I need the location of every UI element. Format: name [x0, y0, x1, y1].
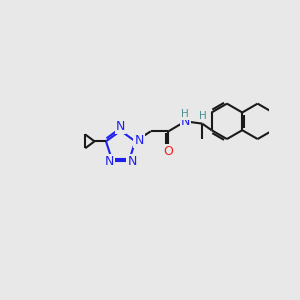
Text: O: O — [164, 145, 173, 158]
Text: N: N — [105, 155, 114, 168]
Text: N: N — [116, 120, 125, 134]
Text: N: N — [181, 115, 190, 128]
Text: N: N — [127, 155, 136, 168]
Text: N: N — [134, 134, 144, 147]
Text: H: H — [182, 110, 189, 119]
Text: H: H — [199, 111, 207, 121]
